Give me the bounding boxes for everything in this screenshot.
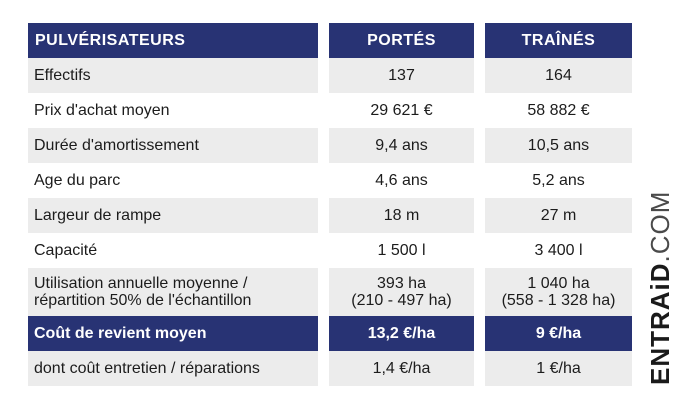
table-row-largeur-rampe: Largeur de rampe 18 m 27 m	[28, 198, 632, 233]
row-label-line2: répartition 50% de l'échantillon	[34, 292, 252, 309]
header-label: PULVÉRISATEURS	[28, 23, 318, 58]
table-row-duree-amortissement: Durée d'amortissement 9,4 ans 10,5 ans	[28, 128, 632, 163]
row-label: Utilisation annuelle moyenne / répartiti…	[28, 268, 318, 316]
value-main: 393 ha	[377, 275, 426, 292]
entraid-logo: ENTRAiD.COM	[645, 190, 675, 385]
row-label: Capacité	[28, 233, 318, 268]
logo-brand: ENTRAiD	[645, 262, 675, 385]
header-traines: TRAÎNÉS	[485, 23, 632, 58]
value-range: (558 - 1 328 ha)	[501, 292, 616, 309]
table-row-cout-revient: Coût de revient moyen 13,2 €/ha 9 €/ha	[28, 316, 632, 351]
table-row-cout-entretien: dont coût entretien / réparations 1,4 €/…	[28, 351, 632, 386]
row-label-line1: Utilisation annuelle moyenne /	[34, 275, 248, 292]
row-value-traines: 3 400 l	[485, 233, 632, 268]
row-label: dont coût entretien / réparations	[28, 351, 318, 386]
row-value-traines: 1 €/ha	[485, 351, 632, 386]
row-label: Age du parc	[28, 163, 318, 198]
table-row-age-parc: Age du parc 4,6 ans 5,2 ans	[28, 163, 632, 198]
row-label: Largeur de rampe	[28, 198, 318, 233]
row-label: Effectifs	[28, 58, 318, 93]
row-value-traines: 27 m	[485, 198, 632, 233]
row-value-portes: 29 621 €	[329, 93, 474, 128]
value-range: (210 - 497 ha)	[351, 292, 452, 309]
row-value-traines: 5,2 ans	[485, 163, 632, 198]
row-value-traines: 164	[485, 58, 632, 93]
row-value-portes: 393 ha (210 - 497 ha)	[329, 268, 474, 316]
row-value-portes: 18 m	[329, 198, 474, 233]
table-row-prix-achat: Prix d'achat moyen 29 621 € 58 882 €	[28, 93, 632, 128]
row-value-portes: 1,4 €/ha	[329, 351, 474, 386]
logo-tld: .COM	[645, 190, 675, 263]
row-value-portes: 4,6 ans	[329, 163, 474, 198]
row-value-traines: 9 €/ha	[485, 316, 632, 351]
row-value-traines: 10,5 ans	[485, 128, 632, 163]
row-label: Prix d'achat moyen	[28, 93, 318, 128]
row-value-portes: 9,4 ans	[329, 128, 474, 163]
table-header-row: PULVÉRISATEURS PORTÉS TRAÎNÉS	[28, 23, 632, 58]
row-label: Durée d'amortissement	[28, 128, 318, 163]
row-value-traines: 58 882 €	[485, 93, 632, 128]
value-main: 1 040 ha	[527, 275, 590, 292]
table-row-capacite: Capacité 1 500 l 3 400 l	[28, 233, 632, 268]
row-value-portes: 137	[329, 58, 474, 93]
row-value-portes: 13,2 €/ha	[329, 316, 474, 351]
row-label: Coût de revient moyen	[28, 316, 318, 351]
header-portes: PORTÉS	[329, 23, 474, 58]
table-row-utilisation-annuelle: Utilisation annuelle moyenne / répartiti…	[28, 268, 632, 316]
row-value-portes: 1 500 l	[329, 233, 474, 268]
row-value-traines: 1 040 ha (558 - 1 328 ha)	[485, 268, 632, 316]
table-row-effectifs: Effectifs 137 164	[28, 58, 632, 93]
pulverisateurs-cost-table: PULVÉRISATEURS PORTÉS TRAÎNÉS Effectifs …	[28, 23, 632, 386]
